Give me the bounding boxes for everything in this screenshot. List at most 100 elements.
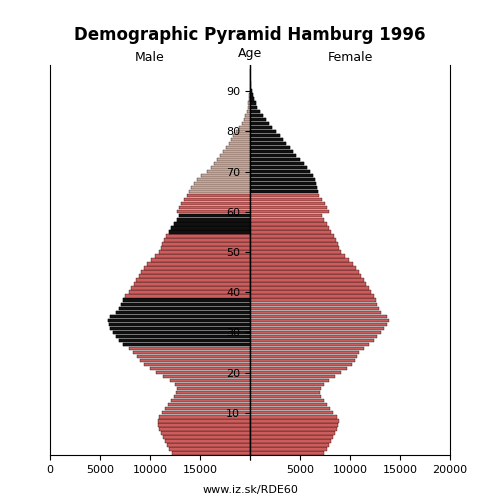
Bar — [129, 290, 250, 294]
Bar — [158, 419, 250, 422]
Bar — [250, 266, 356, 270]
Bar — [250, 359, 355, 362]
Bar — [194, 182, 250, 186]
Bar — [250, 158, 300, 161]
Bar — [250, 258, 349, 262]
Bar — [156, 371, 250, 374]
Bar — [116, 334, 250, 338]
Bar — [250, 222, 327, 226]
Bar — [250, 154, 296, 157]
Title: Male: Male — [135, 51, 165, 64]
Bar — [250, 170, 310, 173]
Bar — [246, 110, 250, 113]
Bar — [119, 306, 250, 310]
Bar — [113, 330, 250, 334]
Bar — [179, 206, 250, 210]
Bar — [250, 122, 268, 125]
Bar — [250, 166, 307, 169]
Bar — [159, 250, 250, 254]
Bar — [170, 379, 250, 382]
Bar — [116, 334, 250, 338]
Bar — [250, 114, 262, 117]
Bar — [116, 310, 250, 314]
Bar — [144, 266, 250, 270]
Bar — [144, 363, 250, 366]
Bar — [250, 110, 260, 113]
Text: Age: Age — [238, 47, 262, 60]
Bar — [249, 94, 250, 97]
Bar — [169, 230, 250, 234]
Bar — [250, 238, 336, 242]
Bar — [250, 254, 345, 258]
Text: www.iz.sk/RDE60: www.iz.sk/RDE60 — [202, 485, 298, 495]
Bar — [177, 218, 250, 222]
Bar — [250, 290, 371, 294]
Bar — [242, 122, 250, 125]
Bar — [110, 314, 250, 318]
Bar — [250, 202, 325, 205]
Bar — [250, 170, 310, 173]
Bar — [250, 230, 331, 234]
Bar — [168, 403, 250, 406]
Bar — [231, 138, 250, 141]
Bar — [166, 234, 250, 237]
Bar — [250, 443, 329, 446]
Bar — [250, 330, 381, 334]
Bar — [250, 282, 366, 286]
Bar — [250, 210, 329, 214]
Bar — [159, 415, 250, 418]
Bar — [250, 351, 359, 354]
Bar — [250, 411, 333, 414]
Bar — [250, 314, 387, 318]
Bar — [250, 150, 293, 153]
Bar — [121, 302, 250, 306]
Bar — [147, 262, 250, 266]
Bar — [155, 254, 250, 258]
Bar — [250, 355, 357, 358]
Bar — [181, 202, 250, 205]
Bar — [250, 206, 327, 210]
Bar — [119, 338, 250, 342]
Bar — [162, 411, 250, 414]
Bar — [250, 367, 347, 370]
Bar — [134, 282, 250, 286]
Bar — [248, 106, 250, 109]
Bar — [179, 214, 250, 218]
Bar — [109, 322, 250, 326]
Bar — [116, 310, 250, 314]
Bar — [250, 375, 335, 378]
Bar — [133, 351, 250, 354]
Bar — [250, 130, 276, 133]
Bar — [108, 318, 250, 322]
Bar — [250, 182, 316, 186]
Bar — [250, 98, 254, 101]
Bar — [177, 387, 250, 390]
Bar — [250, 399, 324, 402]
Bar — [189, 190, 250, 194]
Bar — [214, 162, 250, 165]
Bar — [250, 318, 389, 322]
Bar — [163, 435, 250, 438]
Bar — [197, 178, 250, 182]
Bar — [250, 262, 353, 266]
Bar — [113, 330, 250, 334]
Bar — [250, 146, 290, 149]
Bar — [250, 391, 320, 394]
Bar — [175, 383, 250, 386]
Bar — [250, 346, 364, 350]
Bar — [250, 439, 331, 442]
Bar — [123, 298, 250, 302]
Bar — [110, 326, 250, 330]
Bar — [136, 278, 250, 282]
Bar — [220, 154, 250, 157]
Bar — [110, 314, 250, 318]
Bar — [250, 94, 252, 97]
Bar — [250, 186, 317, 190]
Bar — [119, 338, 250, 342]
Text: Demographic Pyramid Hamburg 1996: Demographic Pyramid Hamburg 1996 — [74, 26, 426, 44]
Bar — [250, 106, 257, 109]
Bar — [172, 452, 250, 454]
Bar — [250, 166, 307, 169]
Bar — [250, 214, 322, 218]
Bar — [169, 448, 250, 450]
